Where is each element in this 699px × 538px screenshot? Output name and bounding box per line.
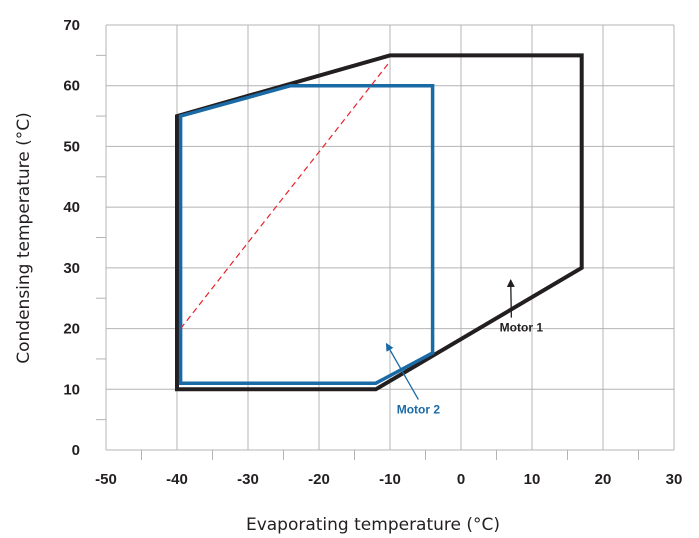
y-tick-label: 50 <box>63 138 80 155</box>
x-tick-label: -20 <box>308 471 330 488</box>
y-tick-label: 10 <box>63 381 80 398</box>
x-tick-label: -10 <box>379 471 401 488</box>
annotation-label: Motor 1 <box>500 321 544 335</box>
x-tick-label: 0 <box>457 471 465 488</box>
series-layer <box>175 53 584 392</box>
annotation-label: Motor 2 <box>397 403 441 417</box>
grid <box>96 24 675 460</box>
motor-1-envelope <box>175 53 584 392</box>
x-axis-title: Evaporating temperature (°C) <box>246 515 500 535</box>
x-tick-label: 30 <box>666 471 683 488</box>
y-tick-label: 40 <box>63 199 80 216</box>
tick-labels: -50 -40 -30 -20 -10 0 10 20 30 0 10 20 30 40 50 60 70 <box>63 17 682 488</box>
annotation-arrow <box>506 279 515 318</box>
annotation-arrow <box>385 342 419 400</box>
x-tick-label: -30 <box>237 471 259 488</box>
y-tick-label: 30 <box>63 260 80 277</box>
diagonal-dashed-line <box>180 61 391 329</box>
y-tick-label: 70 <box>63 17 80 34</box>
y-tick-label: 20 <box>63 321 80 338</box>
annotations: Motor 1 Motor 2 <box>385 279 544 417</box>
y-tick-label: 60 <box>63 78 80 95</box>
motor-2-envelope <box>178 83 435 385</box>
x-tick-label: 20 <box>595 471 612 488</box>
y-tick-label: 0 <box>72 442 80 459</box>
x-tick-label: 10 <box>524 471 541 488</box>
x-tick-label: -40 <box>166 471 188 488</box>
x-tick-label: -50 <box>95 471 117 488</box>
y-axis-title: Condensing temperature (°C) <box>14 112 34 364</box>
